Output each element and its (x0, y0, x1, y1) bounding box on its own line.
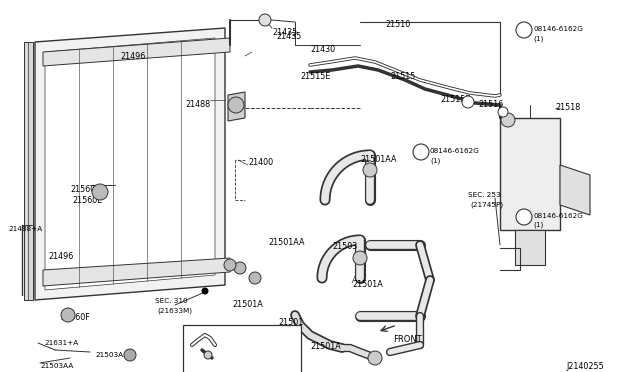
Text: J2140255: J2140255 (566, 362, 604, 371)
Text: 21560E: 21560E (72, 196, 102, 205)
Text: SEC. 310: SEC. 310 (155, 298, 188, 304)
Text: SEC. 253: SEC. 253 (468, 192, 500, 198)
Text: 21501: 21501 (278, 318, 303, 327)
Text: 21503A: 21503A (205, 358, 233, 364)
Text: B: B (418, 148, 424, 157)
Text: 21430: 21430 (310, 45, 335, 54)
Text: (21745P): (21745P) (470, 202, 503, 208)
Text: 21560F: 21560F (60, 313, 90, 322)
Circle shape (353, 251, 367, 265)
Text: 21501AA: 21501AA (268, 238, 305, 247)
Polygon shape (35, 28, 225, 300)
Text: 08146-6162G: 08146-6162G (533, 213, 583, 219)
Polygon shape (24, 42, 33, 300)
Circle shape (498, 107, 508, 117)
Text: (1): (1) (533, 222, 543, 228)
Text: 21518: 21518 (555, 103, 580, 112)
Text: 21503: 21503 (332, 242, 357, 251)
Circle shape (462, 96, 474, 108)
Text: 21516: 21516 (478, 100, 503, 109)
Text: B: B (521, 26, 527, 35)
Text: 21501A: 21501A (310, 342, 340, 351)
Text: 21560N: 21560N (70, 185, 101, 194)
Text: 21400: 21400 (248, 158, 273, 167)
Circle shape (204, 351, 212, 359)
Circle shape (202, 288, 208, 294)
Text: 21435: 21435 (272, 28, 297, 37)
Circle shape (61, 308, 75, 322)
Circle shape (368, 351, 382, 365)
Polygon shape (515, 230, 545, 265)
Text: 21501AA: 21501AA (360, 155, 397, 164)
Circle shape (501, 113, 515, 127)
Circle shape (516, 209, 532, 225)
Text: 21631: 21631 (250, 332, 273, 338)
Text: 21501A: 21501A (232, 300, 263, 309)
Text: 21435: 21435 (276, 32, 301, 41)
Text: 21510: 21510 (385, 20, 410, 29)
Text: 21515E: 21515E (300, 72, 330, 81)
Text: 08146-6162G: 08146-6162G (533, 26, 583, 32)
Circle shape (516, 22, 532, 38)
Circle shape (224, 259, 236, 271)
Text: 21488+A: 21488+A (8, 226, 42, 232)
Text: YEAR7(0806-  ): YEAR7(0806- ) (188, 370, 241, 372)
Text: 21515E: 21515E (440, 95, 470, 104)
Circle shape (234, 262, 246, 274)
Text: 21496: 21496 (120, 52, 145, 61)
Circle shape (259, 14, 271, 26)
Circle shape (413, 144, 429, 160)
Text: 21503A: 21503A (222, 340, 250, 346)
Text: 21503AA: 21503AA (95, 352, 129, 358)
Circle shape (124, 349, 136, 361)
Polygon shape (45, 38, 215, 290)
Circle shape (228, 97, 244, 113)
Text: 21631+A: 21631+A (44, 340, 78, 346)
Text: 08146-6162G: 08146-6162G (430, 148, 480, 154)
FancyBboxPatch shape (183, 325, 301, 372)
Text: 21488: 21488 (185, 100, 210, 109)
Polygon shape (228, 92, 245, 121)
Text: (1): (1) (430, 157, 440, 164)
Circle shape (363, 163, 377, 177)
Polygon shape (500, 118, 560, 230)
Text: 21501A: 21501A (352, 280, 383, 289)
Circle shape (92, 184, 108, 200)
Text: 21496: 21496 (48, 252, 73, 261)
Text: (1): (1) (533, 35, 543, 42)
Polygon shape (43, 38, 230, 66)
Polygon shape (560, 165, 590, 215)
Text: 21515: 21515 (390, 72, 415, 81)
Text: (21633M): (21633M) (157, 308, 192, 314)
Text: B: B (521, 212, 527, 221)
Text: 21503AA: 21503AA (40, 363, 74, 369)
Text: FRONT: FRONT (393, 335, 422, 344)
Polygon shape (43, 258, 230, 286)
Circle shape (249, 272, 261, 284)
